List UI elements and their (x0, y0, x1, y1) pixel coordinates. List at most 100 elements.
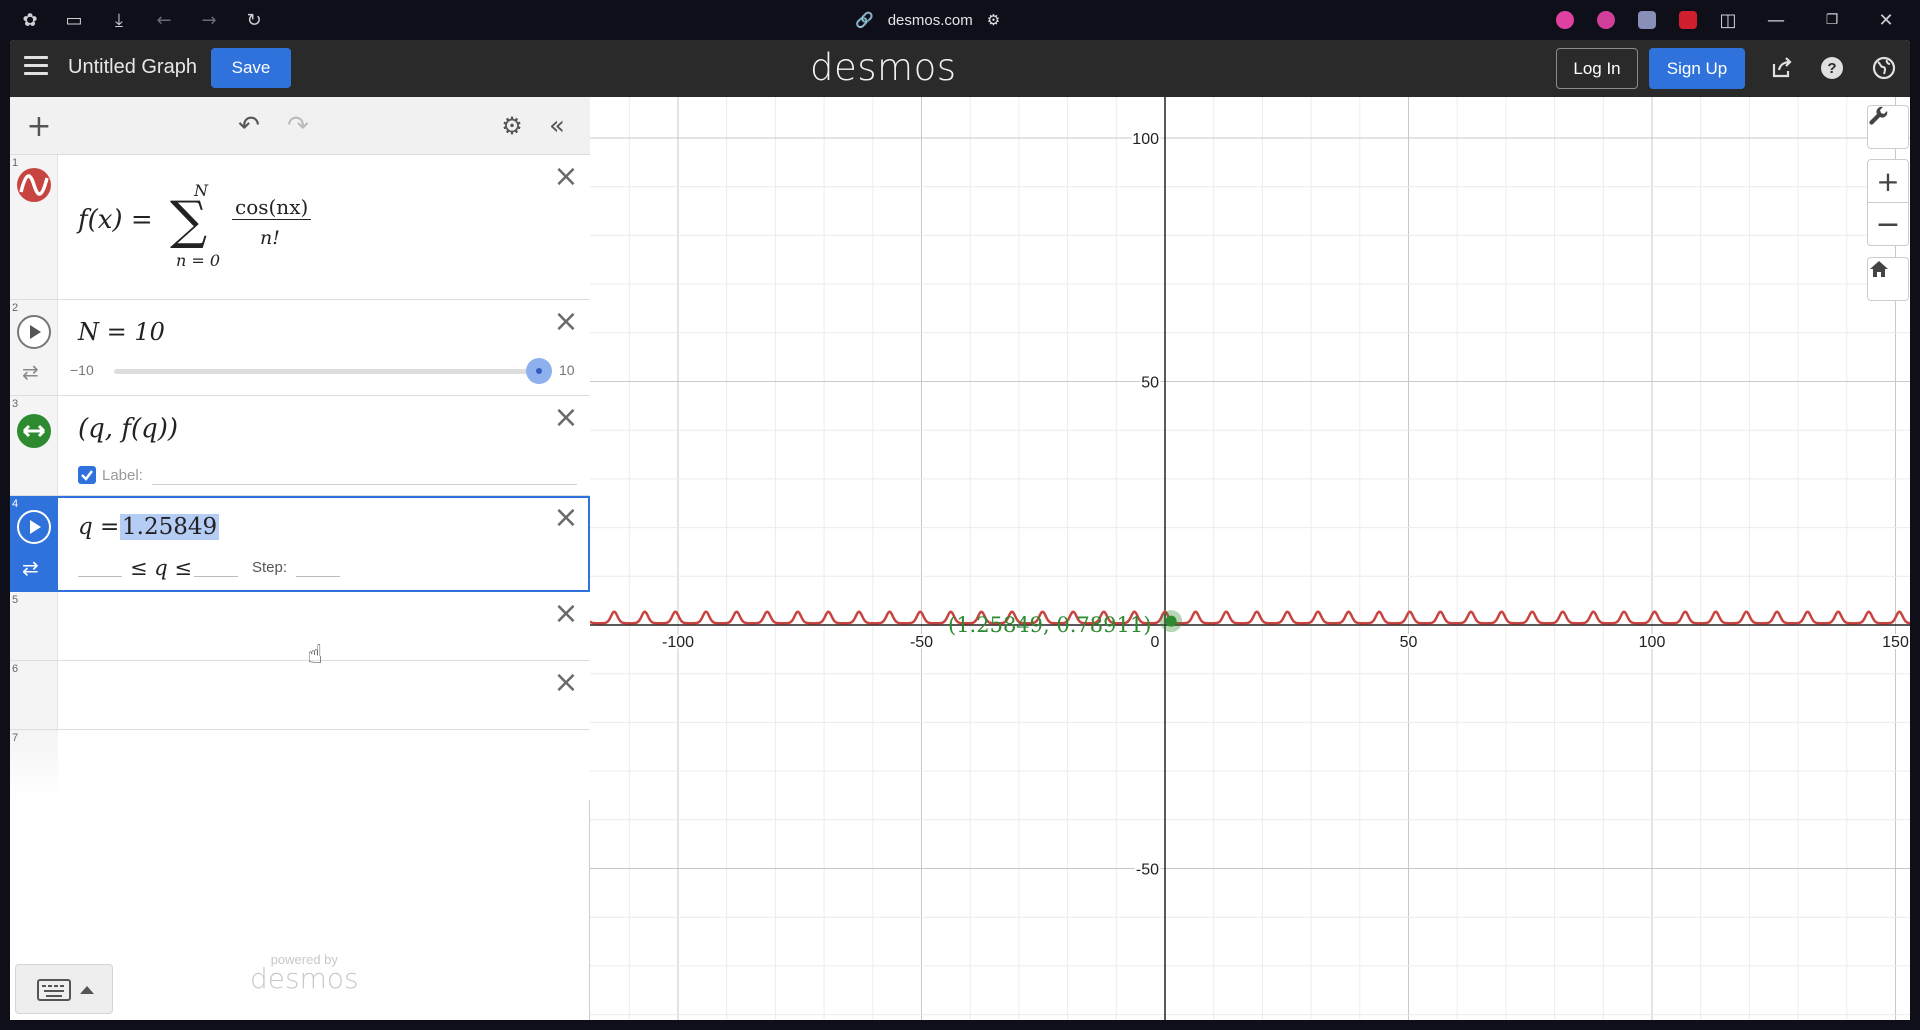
slider-track[interactable] (114, 369, 544, 374)
x-tick-label: 150 (1882, 634, 1909, 651)
extension-play-icon[interactable] (1556, 11, 1574, 29)
play-slider-icon[interactable] (17, 510, 51, 544)
step-label: Step: (252, 559, 288, 576)
function-curve (590, 610, 1910, 625)
delete-expression-icon[interactable]: × (553, 596, 579, 631)
range-text: ≤ q ≤ (130, 556, 192, 580)
expression-gutter: 4 ⇄ (10, 496, 58, 591)
expression-item-3[interactable]: 3 (q, f(q)) Label: × (10, 396, 590, 496)
svg-text:?: ? (1827, 60, 1836, 77)
slider-max[interactable]: 10 (559, 362, 575, 378)
delete-expression-icon[interactable]: × (553, 159, 579, 194)
undo-icon[interactable]: ↶ (238, 111, 260, 141)
redo-icon[interactable]: ↷ (287, 111, 309, 141)
login-button[interactable]: Log In (1556, 48, 1638, 89)
expression-number: 2 (12, 302, 19, 314)
settings-gear-icon[interactable]: ⚙ (501, 112, 523, 140)
graph-paper[interactable]: -100 -50 0 50 100 150 -50 50 100 (1.25849, 0.789… (590, 97, 1910, 1020)
play-slider-icon[interactable] (17, 315, 51, 349)
desmos-app: Untitled Graph Save desmos Log In Sign U… (10, 40, 1910, 1020)
minimize-icon[interactable]: — (1767, 9, 1785, 31)
restore-icon[interactable]: ❐ (1825, 12, 1839, 28)
expression-number: 5 (12, 594, 19, 606)
address-bar[interactable]: 🔗 desmos.com ⚙ (855, 8, 1000, 32)
add-item-icon[interactable]: + (26, 108, 52, 144)
share-icon[interactable] (1768, 54, 1796, 82)
desmos-logo: desmos (810, 46, 957, 89)
back-icon[interactable]: ← (156, 9, 172, 31)
sidebar-toggle-icon[interactable]: ▭ (65, 9, 83, 31)
range-max-input[interactable] (194, 576, 238, 577)
reload-icon[interactable]: ↻ (246, 9, 262, 31)
slider-handle[interactable] (526, 358, 552, 384)
delete-expression-icon[interactable]: × (553, 665, 579, 700)
expression-number: 6 (12, 663, 19, 675)
extension-pip-icon[interactable] (1597, 11, 1615, 29)
graph-settings-wrench-icon[interactable] (1867, 105, 1909, 149)
expression-number: 7 (12, 732, 19, 744)
hand-cursor-icon: ☝ (307, 640, 323, 670)
expression-gutter: 5 (10, 592, 58, 660)
step-input[interactable] (296, 576, 340, 577)
expression-item-5[interactable]: 5 × (10, 592, 590, 661)
default-viewport-home-icon[interactable] (1867, 257, 1909, 301)
browser-toolbar: ✿ ▭ ⤓ ← → ↻ 🔗 desmos.com ⚙ ◫ — ❐ ✕ (0, 0, 1920, 40)
variable-lhs: q = (78, 514, 120, 540)
point-expression: (q, f(q)) (78, 414, 179, 444)
powered-by-logo: desmos (250, 962, 359, 995)
download-icon[interactable]: ⤓ (115, 9, 123, 31)
slider-expression: N = 10 (78, 318, 165, 346)
expression-item-6[interactable]: 6 × (10, 661, 590, 730)
point-coordinate-label[interactable]: (1.25849, 0.78911) (948, 613, 1152, 637)
site-settings-icon[interactable]: ⚙ (986, 11, 1001, 29)
app-header: Untitled Graph Save desmos Log In Sign U… (10, 40, 1910, 97)
function-lhs: f(x) = (78, 205, 153, 235)
graph-title[interactable]: Untitled Graph (68, 56, 197, 78)
signup-button[interactable]: Sign Up (1649, 48, 1745, 89)
delete-expression-icon[interactable]: × (553, 304, 579, 339)
range-min-input[interactable] (78, 576, 122, 577)
browser-logo-icon[interactable]: ✿ (22, 9, 38, 31)
expression-gutter: 6 (10, 661, 58, 729)
powered-by-desmos[interactable]: powered by desmos (250, 952, 359, 995)
sum-upper-limit: N (194, 181, 208, 200)
split-view-icon[interactable]: ◫ (1719, 9, 1737, 31)
collapse-panel-icon[interactable]: « (549, 111, 565, 141)
graph-canvas[interactable]: -100 -50 0 50 100 150 -50 50 100 (590, 97, 1910, 1020)
loop-icon[interactable]: ⇄ (22, 558, 39, 580)
loop-icon[interactable]: ⇄ (22, 362, 39, 384)
save-button[interactable]: Save (211, 48, 291, 88)
expression-item-4[interactable]: 4 ⇄ q = 1.25849 ≤ q ≤ Step: × (10, 496, 590, 592)
graph-style-icon[interactable] (17, 168, 51, 202)
expression-item-2[interactable]: 2 ⇄ N = 10 −10 10 × (10, 300, 590, 396)
slider-min[interactable]: −10 (70, 362, 94, 378)
x-tick-label: -100 (662, 634, 694, 651)
zoom-out-icon[interactable]: − (1867, 202, 1909, 246)
url-text: desmos.com (887, 11, 973, 29)
help-icon[interactable]: ? (1818, 54, 1846, 82)
delete-expression-icon[interactable]: × (553, 500, 579, 535)
expression-item-7[interactable]: 7 (10, 730, 590, 800)
keyboard-toggle-button[interactable] (15, 964, 113, 1014)
menu-icon[interactable] (24, 56, 48, 78)
y-tick-label: -50 (1136, 862, 1159, 879)
expression-gutter: 7 (10, 730, 58, 800)
fraction-denominator: n! (260, 227, 280, 249)
x-tick-label: -50 (910, 634, 933, 651)
globe-icon[interactable] (1870, 54, 1898, 82)
link-icon: 🔗 (855, 11, 874, 29)
expression-number: 4 (12, 498, 19, 510)
close-window-icon[interactable]: ✕ (1878, 9, 1894, 31)
forward-icon[interactable]: → (201, 9, 217, 31)
zoom-in-icon[interactable]: + (1867, 159, 1909, 203)
draggable-point-icon[interactable] (17, 414, 51, 448)
y-tick-label: 100 (1132, 131, 1159, 148)
expression-item-1[interactable]: 1 f(x) = N ∑ n = 0 cos(nx) n! × (10, 155, 590, 300)
label-input[interactable] (152, 484, 577, 485)
x-tick-label: 0 (1151, 634, 1160, 651)
extension-shield-icon[interactable] (1638, 11, 1656, 29)
extension-red-icon[interactable] (1679, 11, 1697, 29)
variable-value[interactable]: 1.25849 (120, 514, 220, 540)
label-checkbox[interactable] (78, 466, 96, 484)
delete-expression-icon[interactable]: × (553, 400, 579, 435)
